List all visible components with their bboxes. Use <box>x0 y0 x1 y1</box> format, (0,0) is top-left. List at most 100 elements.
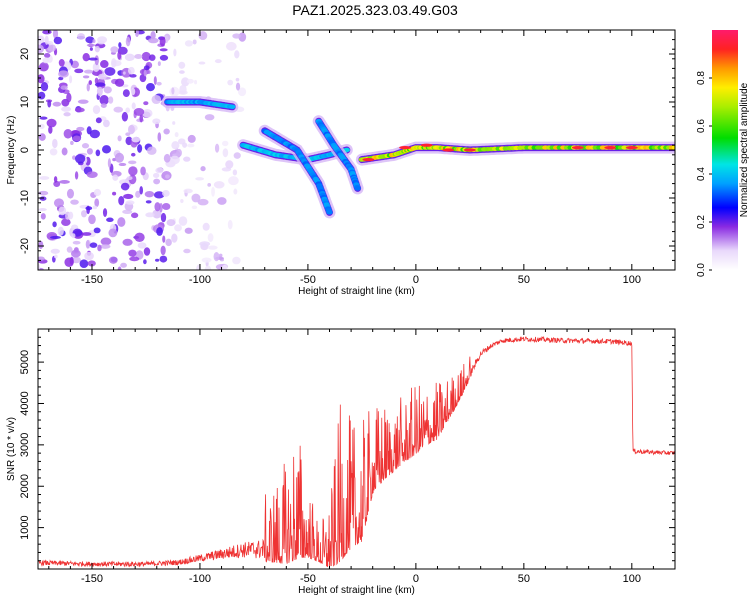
noise-blob <box>181 77 190 87</box>
noise-blob <box>92 105 101 115</box>
noise-blob <box>99 244 111 249</box>
noise-blob <box>217 197 227 205</box>
noise-blob <box>86 43 96 47</box>
noise-blob <box>47 44 56 52</box>
noise-blob <box>60 85 68 90</box>
noise-blob <box>160 245 166 256</box>
noise-blob <box>129 256 140 262</box>
spectrogram-y-tick-label: -20 <box>19 238 31 254</box>
noise-blob <box>38 35 45 44</box>
noise-blob <box>137 242 147 249</box>
noise-blob <box>66 246 73 253</box>
noise-blob <box>182 142 188 148</box>
noise-blob <box>53 36 63 45</box>
noise-blob <box>92 39 96 44</box>
noise-blob <box>127 66 135 75</box>
noise-blob <box>186 78 194 84</box>
noise-blob <box>143 101 149 106</box>
noise-blob <box>152 118 161 125</box>
noise-blob <box>143 65 150 71</box>
noise-blob <box>198 31 208 40</box>
noise-blob <box>148 54 156 61</box>
noise-blob <box>50 248 60 254</box>
colorbar-label: Normalized spectral amplitude <box>739 82 750 217</box>
noise-blob <box>207 233 214 242</box>
colorbar-gradient <box>712 30 738 270</box>
noise-blob <box>61 106 72 112</box>
noise-blob <box>171 87 175 95</box>
noise-blob <box>38 190 49 196</box>
spectrogram-x-tick-label: -50 <box>300 274 316 286</box>
noise-blob <box>85 206 93 211</box>
noise-blob <box>143 69 147 77</box>
noise-blob <box>148 37 159 44</box>
spectrogram-y-tick-label: -10 <box>19 190 31 206</box>
noise-blob <box>89 129 100 139</box>
ridge-hotspot <box>604 146 617 150</box>
noise-blob <box>97 73 107 80</box>
noise-blob <box>163 128 170 135</box>
noise-blob <box>128 249 137 257</box>
noise-blob <box>183 248 191 254</box>
noise-blob <box>58 70 69 78</box>
noise-blob <box>139 186 144 195</box>
noise-blob <box>38 74 45 84</box>
noise-blob <box>52 30 59 39</box>
noise-blob <box>63 129 73 139</box>
colorbar-tick-label: 0.0 <box>696 263 707 277</box>
noise-blob <box>131 212 139 219</box>
noise-blob <box>74 171 79 180</box>
noise-blob <box>156 227 163 236</box>
snr-y-tick-label: 4000 <box>19 391 31 415</box>
noise-blob <box>135 190 141 198</box>
noise-blob <box>213 181 225 189</box>
noise-blob <box>58 76 64 81</box>
spectrogram-y-tick-label: 20 <box>19 48 31 60</box>
noise-blob <box>232 169 238 176</box>
noise-blob <box>92 205 98 210</box>
noise-blob <box>81 210 87 218</box>
noise-blob <box>100 237 112 246</box>
noise-blob <box>81 232 92 236</box>
noise-blob <box>157 61 161 67</box>
noise-blob <box>134 232 145 243</box>
noise-blob <box>118 196 125 206</box>
noise-blob <box>159 255 168 263</box>
noise-blob <box>38 133 46 141</box>
noise-blob <box>71 233 76 239</box>
noise-blob <box>84 251 94 261</box>
noise-blob <box>88 214 96 225</box>
noise-blob <box>179 84 187 95</box>
colorbar-tick-label: 0.4 <box>696 167 707 181</box>
descending-band-3 <box>312 115 364 195</box>
noise-blob <box>125 107 130 113</box>
noise-blob <box>162 203 171 211</box>
noise-blob <box>174 132 179 138</box>
noise-blob <box>118 162 127 167</box>
spectrogram-x-tick-label: -100 <box>189 274 211 286</box>
noise-blob <box>117 266 122 270</box>
noise-blob <box>83 69 94 74</box>
snr-y-tick-label: 5000 <box>19 350 31 374</box>
noise-blob <box>82 75 90 79</box>
noise-blob <box>133 107 145 116</box>
noise-blob <box>143 259 147 265</box>
noise-blob <box>53 176 58 183</box>
noise-blob <box>58 206 67 216</box>
spectrogram-x-axis-label: Height of straight line (km) <box>298 286 415 297</box>
noise-blob <box>50 235 61 239</box>
noise-blob <box>232 256 241 265</box>
noise-blob <box>102 119 110 128</box>
noise-blob <box>124 53 135 61</box>
noise-blob <box>199 241 211 247</box>
noise-blob <box>173 48 177 57</box>
noise-blob <box>131 87 136 96</box>
noise-blob <box>117 135 122 142</box>
descending-band-2-core <box>326 210 333 215</box>
noise-blob <box>114 152 125 163</box>
noise-blob <box>139 114 144 123</box>
noise-blob <box>94 82 106 87</box>
colorbar-tick-label: 0.2 <box>696 215 707 229</box>
